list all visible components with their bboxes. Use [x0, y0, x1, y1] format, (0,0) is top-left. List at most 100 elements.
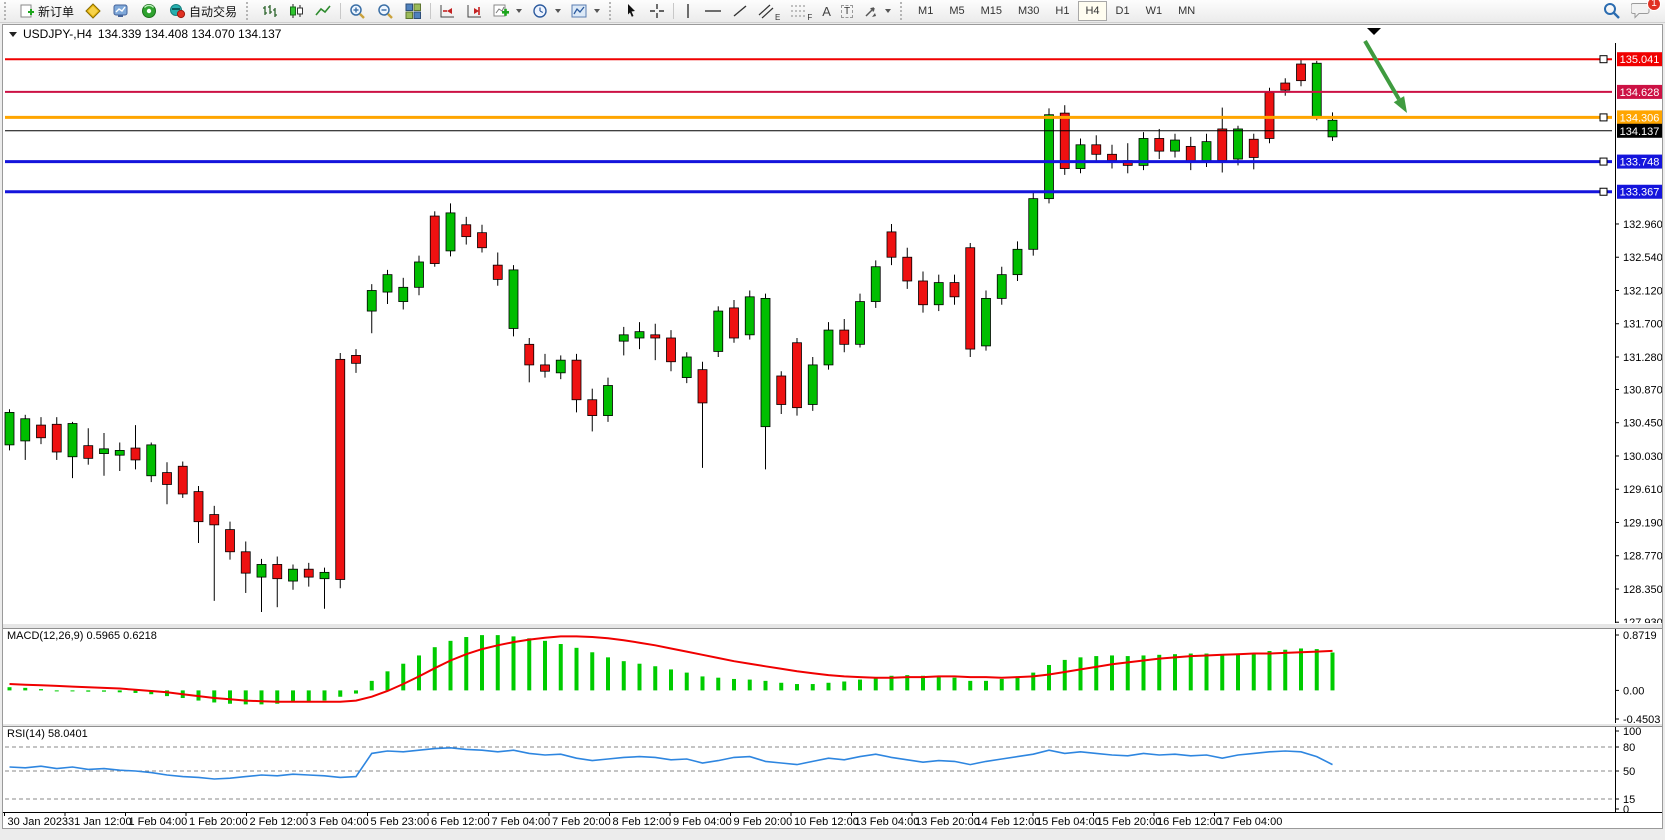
shift-chart-end-icon — [467, 5, 482, 18]
macd-histogram-bar — [448, 640, 453, 691]
bear-candle — [351, 355, 361, 364]
zoom-in-button[interactable] — [345, 1, 371, 22]
rsi-axis-tick: 0 — [1623, 804, 1629, 812]
bear-candle — [902, 256, 913, 282]
macd-panel[interactable]: MACD(12,26,9) 0.5965 0.6218 0.8719 0.00 -0… — [3, 629, 1662, 723]
tile-windows-button[interactable] — [401, 1, 426, 22]
autotrading-button[interactable]: 自动交易 — [164, 1, 241, 22]
zoom-out-icon — [378, 3, 393, 19]
bear-candle — [949, 282, 960, 298]
macd-histogram-bar — [480, 635, 484, 691]
rsi-svg[interactable]: 100 80 50 150 — [3, 727, 1662, 812]
macd-histogram-bar — [1157, 654, 1162, 691]
bull-candle — [713, 310, 724, 352]
toolbar-grip[interactable] — [4, 2, 11, 20]
auto-scroll-button[interactable] — [435, 1, 460, 22]
macd-histogram-bar — [243, 690, 248, 705]
main-chart-svg[interactable]: 132.960 132.540 132.120 131.700 131.280 130.8… — [3, 43, 1662, 623]
panel-splitter[interactable] — [3, 623, 1662, 629]
vertical-line-button[interactable] — [678, 1, 698, 22]
tf-button-w1[interactable]: W1 — [1145, 5, 1163, 17]
macd-histogram-bar — [637, 663, 642, 691]
search-button[interactable] — [1598, 1, 1625, 22]
trendline-button[interactable] — [728, 1, 752, 22]
market-watch-button[interactable] — [80, 1, 106, 22]
macd-histogram-bar — [858, 679, 862, 691]
tf-button-h1[interactable]: H1 — [1055, 5, 1070, 17]
equidistant-channel-icon — [758, 4, 774, 19]
macd-histogram-bar — [1015, 676, 1020, 691]
text-label-button[interactable]: T — [837, 1, 857, 22]
macd-histogram-bar — [873, 677, 878, 691]
equidistant-channel-button[interactable]: E — [754, 1, 784, 22]
price-line-label: 134.137 — [1620, 126, 1660, 138]
panel-splitter[interactable] — [3, 723, 1662, 727]
tf-button-d1[interactable]: D1 — [1115, 5, 1130, 17]
main-price-chart[interactable]: 132.960 132.540 132.120 131.700 131.280 130.8… — [3, 43, 1662, 623]
bull-candle — [1170, 139, 1180, 152]
data-window-button[interactable] — [108, 1, 134, 22]
price-axis-tick: 128.770 — [1623, 551, 1662, 563]
crosshair-button[interactable] — [645, 1, 669, 22]
time-axis[interactable]: 30 Jan 2023 31 Jan 12:00 1 Feb 04:00 1 Feb … — [3, 812, 1662, 828]
text-tool-icon: A — [822, 3, 831, 19]
bar-chart-button[interactable] — [257, 1, 282, 22]
price-axis-tick: 132.120 — [1623, 285, 1662, 297]
notification-badge: 1 — [1647, 0, 1661, 11]
fibonacci-button[interactable]: F — [786, 1, 816, 22]
rsi-panel[interactable]: RSI(14) 58.0401 100 80 50 15 0 — [3, 727, 1662, 812]
periods-button[interactable] — [528, 1, 565, 22]
toolbar-grip[interactable] — [609, 2, 616, 20]
time-axis-label: 5 Feb 23:00 — [371, 816, 430, 828]
tf-button-m15[interactable]: M15 — [980, 5, 1003, 17]
zoom-out-button[interactable] — [373, 1, 399, 22]
navigator-button[interactable] — [136, 1, 162, 22]
chat-button[interactable]: 1 — [1627, 0, 1661, 22]
bull-candle — [1327, 119, 1338, 138]
macd-histogram-bar — [590, 652, 595, 691]
price-axis-tick: 129.190 — [1623, 517, 1662, 529]
macd-histogram-bar — [1173, 654, 1177, 691]
macd-svg[interactable]: 0.8719 0.00 -0.4503 — [3, 629, 1662, 723]
window-menu-icon[interactable] — [9, 31, 17, 37]
price-line-handle[interactable] — [1599, 113, 1608, 122]
tf-button-m5[interactable]: M5 — [949, 5, 965, 17]
price-axis-tick: 129.610 — [1623, 484, 1662, 496]
price-line-handle[interactable] — [1599, 55, 1608, 64]
price-line-handle[interactable] — [1599, 157, 1608, 166]
templates-button[interactable] — [567, 1, 604, 22]
text-tool-button[interactable]: A — [818, 1, 835, 22]
line-chart-button[interactable] — [311, 1, 336, 22]
time-axis-label: 10 Feb 12:00 — [794, 816, 859, 828]
bull-candle — [382, 274, 393, 293]
toolbar-grip[interactable] — [246, 2, 253, 20]
macd-histogram-bar — [527, 638, 532, 691]
time-axis-svg[interactable]: 30 Jan 2023 31 Jan 12:001 Feb 04:00 1 Feb … — [3, 812, 1662, 828]
horizontal-line-button[interactable] — [700, 1, 726, 22]
macd-histogram-bar — [117, 690, 122, 693]
arrows-button[interactable] — [859, 1, 895, 22]
macd-histogram-bar — [732, 678, 736, 691]
tf-button-mn[interactable]: MN — [1178, 5, 1196, 17]
toolbar-grip[interactable] — [900, 2, 907, 20]
bear-candle — [792, 342, 802, 409]
bull-candle — [1075, 144, 1086, 169]
macd-histogram-bar — [795, 684, 799, 691]
templates-icon — [571, 4, 587, 18]
price-line-handle[interactable] — [1599, 187, 1608, 196]
tf-button-h4[interactable]: H4 — [1078, 1, 1107, 21]
chart-title-bar[interactable]: USDJPY-,H4 134.339 134.408 134.070 134.1… — [3, 25, 1662, 43]
add-indicator-button[interactable] — [489, 1, 526, 22]
tf-button-m30[interactable]: M30 — [1018, 5, 1040, 17]
bull-candle — [256, 564, 267, 578]
macd-histogram-bar — [700, 676, 705, 691]
tf-button-m1[interactable]: M1 — [918, 5, 934, 17]
new-order-button[interactable]: 新订单 — [15, 1, 78, 22]
time-axis-label: 7 Feb 20:00 — [552, 816, 611, 828]
candlestick-chart-button[interactable] — [284, 1, 309, 22]
cursor-button[interactable] — [620, 1, 643, 22]
shift-chart-end-button[interactable] — [462, 1, 487, 22]
market-watch-icon — [85, 3, 101, 19]
macd-histogram-bar — [606, 657, 610, 691]
bear-candle — [1154, 138, 1165, 152]
